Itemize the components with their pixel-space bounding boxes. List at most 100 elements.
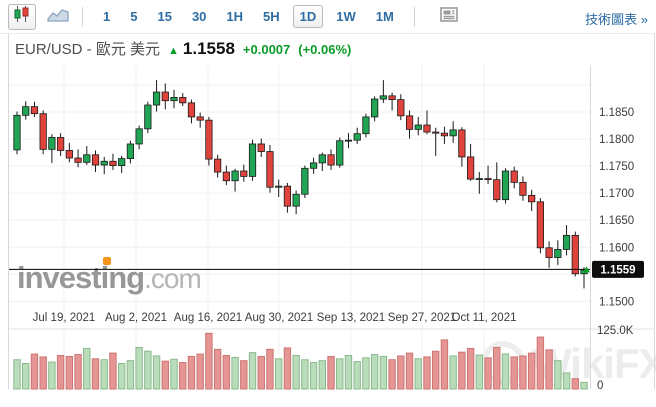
candle: [74, 149, 82, 168]
x-axis-label: Aug 2, 2021: [105, 312, 167, 324]
timeframe-button-5H[interactable]: 5H: [263, 9, 280, 24]
volume-bar: [519, 355, 527, 390]
timeframe-button-1D[interactable]: 1D: [292, 5, 324, 28]
volume-bar: [527, 352, 536, 390]
volume-bar: [13, 359, 21, 390]
volume-bar: [222, 354, 231, 390]
candle: [484, 165, 492, 184]
timeframe-button-1M[interactable]: 1M: [375, 9, 394, 24]
volume-bar: [126, 360, 135, 390]
volume-bar: [292, 354, 300, 390]
symbol-title: EUR/USD - 歐元 美元: [15, 41, 161, 58]
candle: [83, 146, 91, 166]
volume-bar: [100, 359, 108, 390]
volume-bar: [91, 358, 100, 390]
candle: [301, 165, 309, 199]
line-chart-icon: [47, 6, 69, 27]
price-change: +0.0007: [242, 42, 291, 57]
volume-bar: [22, 363, 30, 390]
candlestick-chart-button[interactable]: [8, 3, 36, 30]
candle: [118, 155, 126, 174]
volume-bar: [144, 350, 152, 390]
volume-bar: [187, 355, 196, 390]
candle: [100, 156, 108, 175]
volume-bar: [562, 372, 571, 390]
candle: [397, 94, 405, 121]
technical-chart-link[interactable]: 技術圖表 »: [585, 12, 648, 27]
candle: [423, 110, 431, 135]
timeframe-button-30[interactable]: 30: [191, 9, 207, 24]
volume-bar: [501, 353, 510, 390]
candle: [362, 113, 370, 138]
candle: [353, 127, 361, 144]
candle: [214, 154, 222, 178]
volume-bar: [344, 354, 353, 390]
candle: [231, 168, 239, 192]
volume-bar: [240, 360, 248, 390]
volume-bar: [571, 378, 579, 390]
candle: [440, 126, 449, 144]
timeframe-button-1H[interactable]: 1H: [226, 9, 244, 24]
volume-bar: [466, 347, 475, 390]
volume-bar: [213, 348, 222, 390]
candlestick-icon: [12, 5, 32, 28]
volume-bar: [397, 355, 405, 390]
candle: [39, 110, 47, 155]
volume-bar: [309, 362, 318, 390]
toolbar-separator: [82, 6, 83, 27]
candle: [196, 112, 204, 128]
volume-bar: [458, 351, 466, 390]
volume-bar: [56, 354, 65, 390]
candle: [371, 96, 379, 122]
candle: [292, 190, 300, 215]
volume-bar: [353, 361, 361, 390]
volume-bar: [370, 354, 379, 390]
volume-bar: [510, 356, 518, 390]
volume-bar: [152, 355, 161, 390]
candle: [222, 165, 230, 186]
x-axis-label: Aug 30, 2021: [245, 312, 313, 324]
price-up-arrow-icon: ▲: [168, 45, 179, 57]
timeframe-button-1W[interactable]: 1W: [336, 9, 356, 24]
y-axis-label: 1.1700: [599, 188, 634, 200]
current-price-tag: [592, 260, 644, 278]
volume-bar: [379, 355, 388, 390]
volume-bar: [109, 352, 117, 390]
volume-bar: [74, 354, 82, 390]
line-chart-button[interactable]: [44, 4, 72, 30]
y-axis-label: 1.1600: [599, 242, 634, 254]
volume-axis-label: 125.0K: [597, 325, 634, 337]
y-axis-label: 1.1650: [599, 215, 634, 227]
volume-bar: [283, 347, 292, 390]
candle: [510, 166, 518, 189]
candle: [109, 153, 117, 170]
volume-bar: [554, 360, 562, 390]
volume-bar: [231, 356, 239, 390]
candle: [309, 157, 318, 174]
volume-bar: [205, 332, 213, 390]
price-change-percent: (+0.06%): [298, 42, 352, 57]
volume-bar: [257, 355, 265, 390]
candle: [240, 164, 248, 182]
candle: [283, 182, 292, 213]
timeframe-button-1[interactable]: 1: [103, 9, 111, 24]
candle: [475, 172, 483, 194]
volume-bar: [327, 355, 335, 390]
x-axis-label: Sep 27, 2021: [388, 312, 456, 324]
news-panel-button[interactable]: [433, 3, 465, 31]
candle: [388, 92, 396, 111]
volume-bar: [48, 361, 56, 390]
volume-bar: [405, 352, 414, 390]
y-axis-label: 1.1500: [599, 296, 634, 308]
volume-bar: [301, 359, 309, 390]
timeframe-button-5[interactable]: 5: [130, 9, 138, 24]
candle: [493, 162, 501, 203]
candle: [466, 143, 475, 181]
candle: [405, 110, 414, 139]
timeframe-button-15[interactable]: 15: [157, 9, 172, 24]
volume-bar: [161, 360, 169, 390]
volume-bar: [30, 353, 39, 390]
candle: [562, 225, 571, 256]
